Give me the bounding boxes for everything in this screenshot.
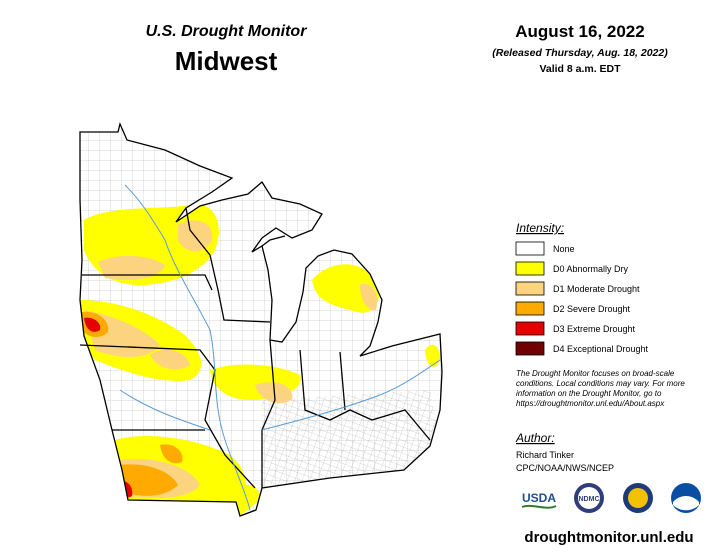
legend-label: D1 Moderate Drought: [553, 284, 640, 294]
doc-logo: [623, 483, 653, 513]
d0-area: [425, 344, 440, 367]
note-line: conditions. Local conditions may vary. F…: [516, 379, 685, 388]
logo-wave: [673, 496, 699, 511]
state-border: [204, 394, 256, 489]
legend-label: None: [553, 244, 575, 254]
d0-area: [232, 484, 261, 516]
logo-box: [522, 488, 556, 506]
logo-text: NDMC: [579, 496, 600, 503]
d1-area: [360, 284, 378, 311]
state-border: [79, 344, 216, 396]
note-line: https://droughtmonitor.unl.edu/About.asp…: [516, 399, 665, 408]
noaa-logo: [671, 483, 701, 513]
d3-area: [84, 317, 101, 332]
author-title: Author:: [515, 431, 555, 445]
author-name: Richard Tinker: [516, 450, 574, 460]
legend-label: D0 Abnormally Dry: [553, 264, 629, 274]
legend-label: D3 Extreme Drought: [553, 324, 636, 334]
legend-swatch: [515, 241, 545, 256]
state-borders: [79, 207, 431, 489]
note-line: The Drought Monitor focuses on broad-sca…: [516, 369, 675, 378]
county-grid-ky: [260, 390, 440, 490]
note: The Drought Monitor focuses on broad-sca…: [516, 369, 685, 408]
valid-time: Valid 8 a.m. EDT: [539, 63, 621, 75]
legend-title: Intensity:: [516, 221, 564, 235]
logo-swoosh: [521, 504, 557, 509]
river: [124, 184, 251, 511]
state-border: [299, 349, 431, 441]
release-date: (Released Thursday, Aug. 18, 2022): [492, 47, 668, 59]
legend-swatch: [515, 261, 545, 276]
state-border: [185, 207, 271, 323]
d2-area: [120, 464, 178, 496]
d0-area: [312, 264, 379, 313]
legend-label: D4 Exceptional Drought: [553, 344, 649, 354]
product-title: U.S. Drought Monitor: [146, 23, 308, 40]
region-title: Midwest: [175, 46, 278, 76]
river: [261, 359, 441, 431]
legend-swatch: [515, 301, 545, 316]
d1-area: [98, 255, 165, 280]
drought-areas: [80, 124, 442, 516]
logo-text: USDA: [522, 491, 556, 505]
legend-swatch: [515, 281, 545, 296]
d1-area: [150, 349, 190, 370]
website-url: droughtmonitor.unl.edu: [524, 529, 693, 546]
river: [119, 389, 211, 431]
d2-area: [160, 444, 183, 464]
logos: USDA NDMC: [521, 483, 701, 513]
note-line: information on the Drought Monitor, go t…: [516, 389, 662, 398]
state-border: [82, 274, 213, 291]
rivers: [119, 184, 441, 511]
author-org: CPC/NOAA/NWS/NCEP: [516, 463, 614, 473]
ndmc-logo: NDMC: [574, 483, 604, 513]
logo-inner: [578, 487, 600, 509]
state-border: [261, 235, 286, 247]
state-border: [339, 351, 346, 411]
logo-inner: [628, 488, 648, 508]
map: [79, 123, 443, 517]
legend: Intensity: None D0 Abnormally Dry D1 Moder…: [515, 221, 649, 356]
map-date: August 16, 2022: [515, 22, 644, 41]
legend-label: D2 Severe Drought: [553, 304, 631, 314]
legend-swatch: [515, 341, 545, 356]
legend-swatch: [515, 321, 545, 336]
d1-area: [255, 382, 293, 404]
state-border: [261, 339, 276, 488]
usda-logo: USDA: [521, 488, 557, 509]
